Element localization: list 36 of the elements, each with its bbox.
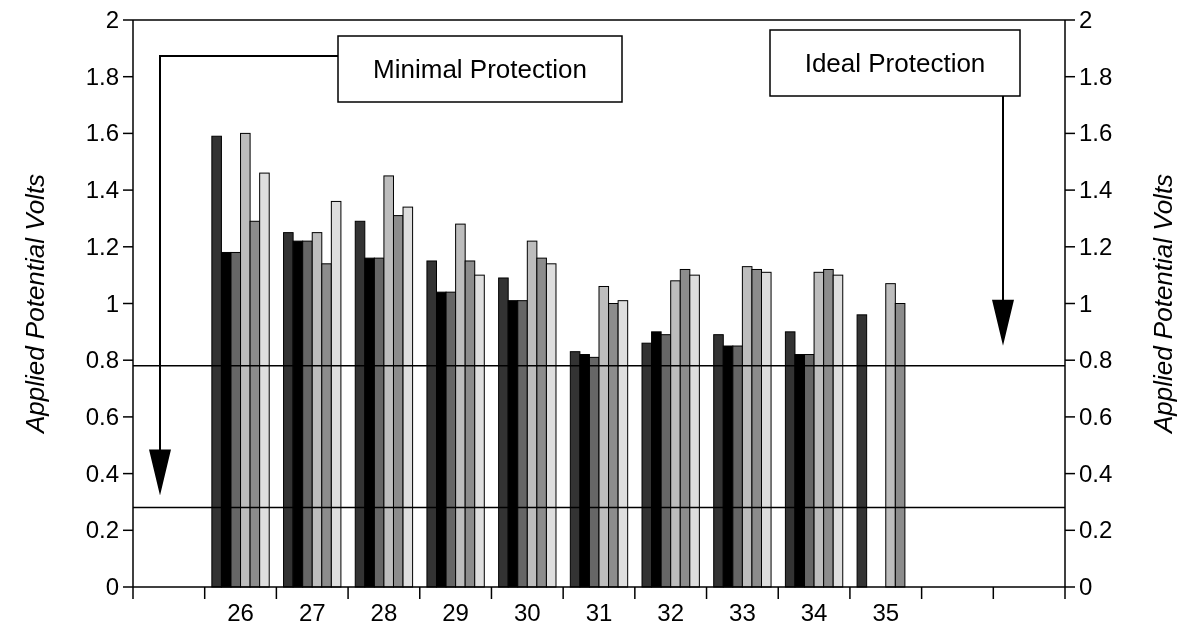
- y-tick-label: 0.4: [85, 459, 119, 487]
- y2-tick-label: 1.8: [1079, 62, 1113, 90]
- x-tick-label: 26: [227, 599, 254, 626]
- y-tick-label: 0.6: [85, 402, 119, 430]
- y-tick-label: 1.8: [85, 62, 119, 90]
- y-tick-label: 0: [105, 573, 119, 600]
- y-tick-label: 1.2: [85, 232, 119, 260]
- x-tick-label: 33: [729, 599, 756, 626]
- annotation: Minimal Protection: [373, 54, 587, 84]
- x-tick-label: 32: [657, 599, 685, 626]
- y2-axis-title: Applied Potential Volts: [1148, 173, 1178, 436]
- y2-tick-label: 0.2: [1079, 516, 1113, 544]
- y2-tick-label: 0: [1079, 573, 1093, 600]
- x-tick-label: 29: [442, 599, 469, 626]
- x-tick-label: 30: [513, 599, 541, 626]
- y-axis-title: Applied Potential Volts: [20, 173, 50, 436]
- x-tick-label: 34: [800, 599, 828, 626]
- y-tick-label: 1.4: [85, 176, 119, 204]
- y2-tick-label: 2: [1079, 6, 1093, 33]
- y2-tick-label: 1.4: [1079, 176, 1113, 204]
- x-tick-label: 28: [370, 599, 398, 626]
- x-tick-label: 31: [585, 599, 613, 626]
- x-tick-label: 35: [872, 599, 900, 626]
- annotation: Ideal Protection: [804, 48, 986, 78]
- y-tick-label: 0.2: [85, 516, 119, 544]
- y2-tick-label: 1: [1079, 289, 1093, 317]
- y2-tick-label: 1.2: [1079, 232, 1113, 260]
- y2-tick-label: 1.6: [1079, 119, 1113, 147]
- x-tick-label: 27: [298, 599, 326, 626]
- y-tick-label: 1: [105, 289, 119, 317]
- y2-tick-label: 0.8: [1079, 346, 1113, 374]
- y-tick-label: 2: [105, 6, 119, 33]
- y2-tick-label: 0.4: [1079, 459, 1113, 487]
- y-tick-label: 0.8: [85, 346, 119, 374]
- y2-tick-label: 0.6: [1079, 402, 1113, 430]
- y-tick-label: 1.6: [85, 119, 119, 147]
